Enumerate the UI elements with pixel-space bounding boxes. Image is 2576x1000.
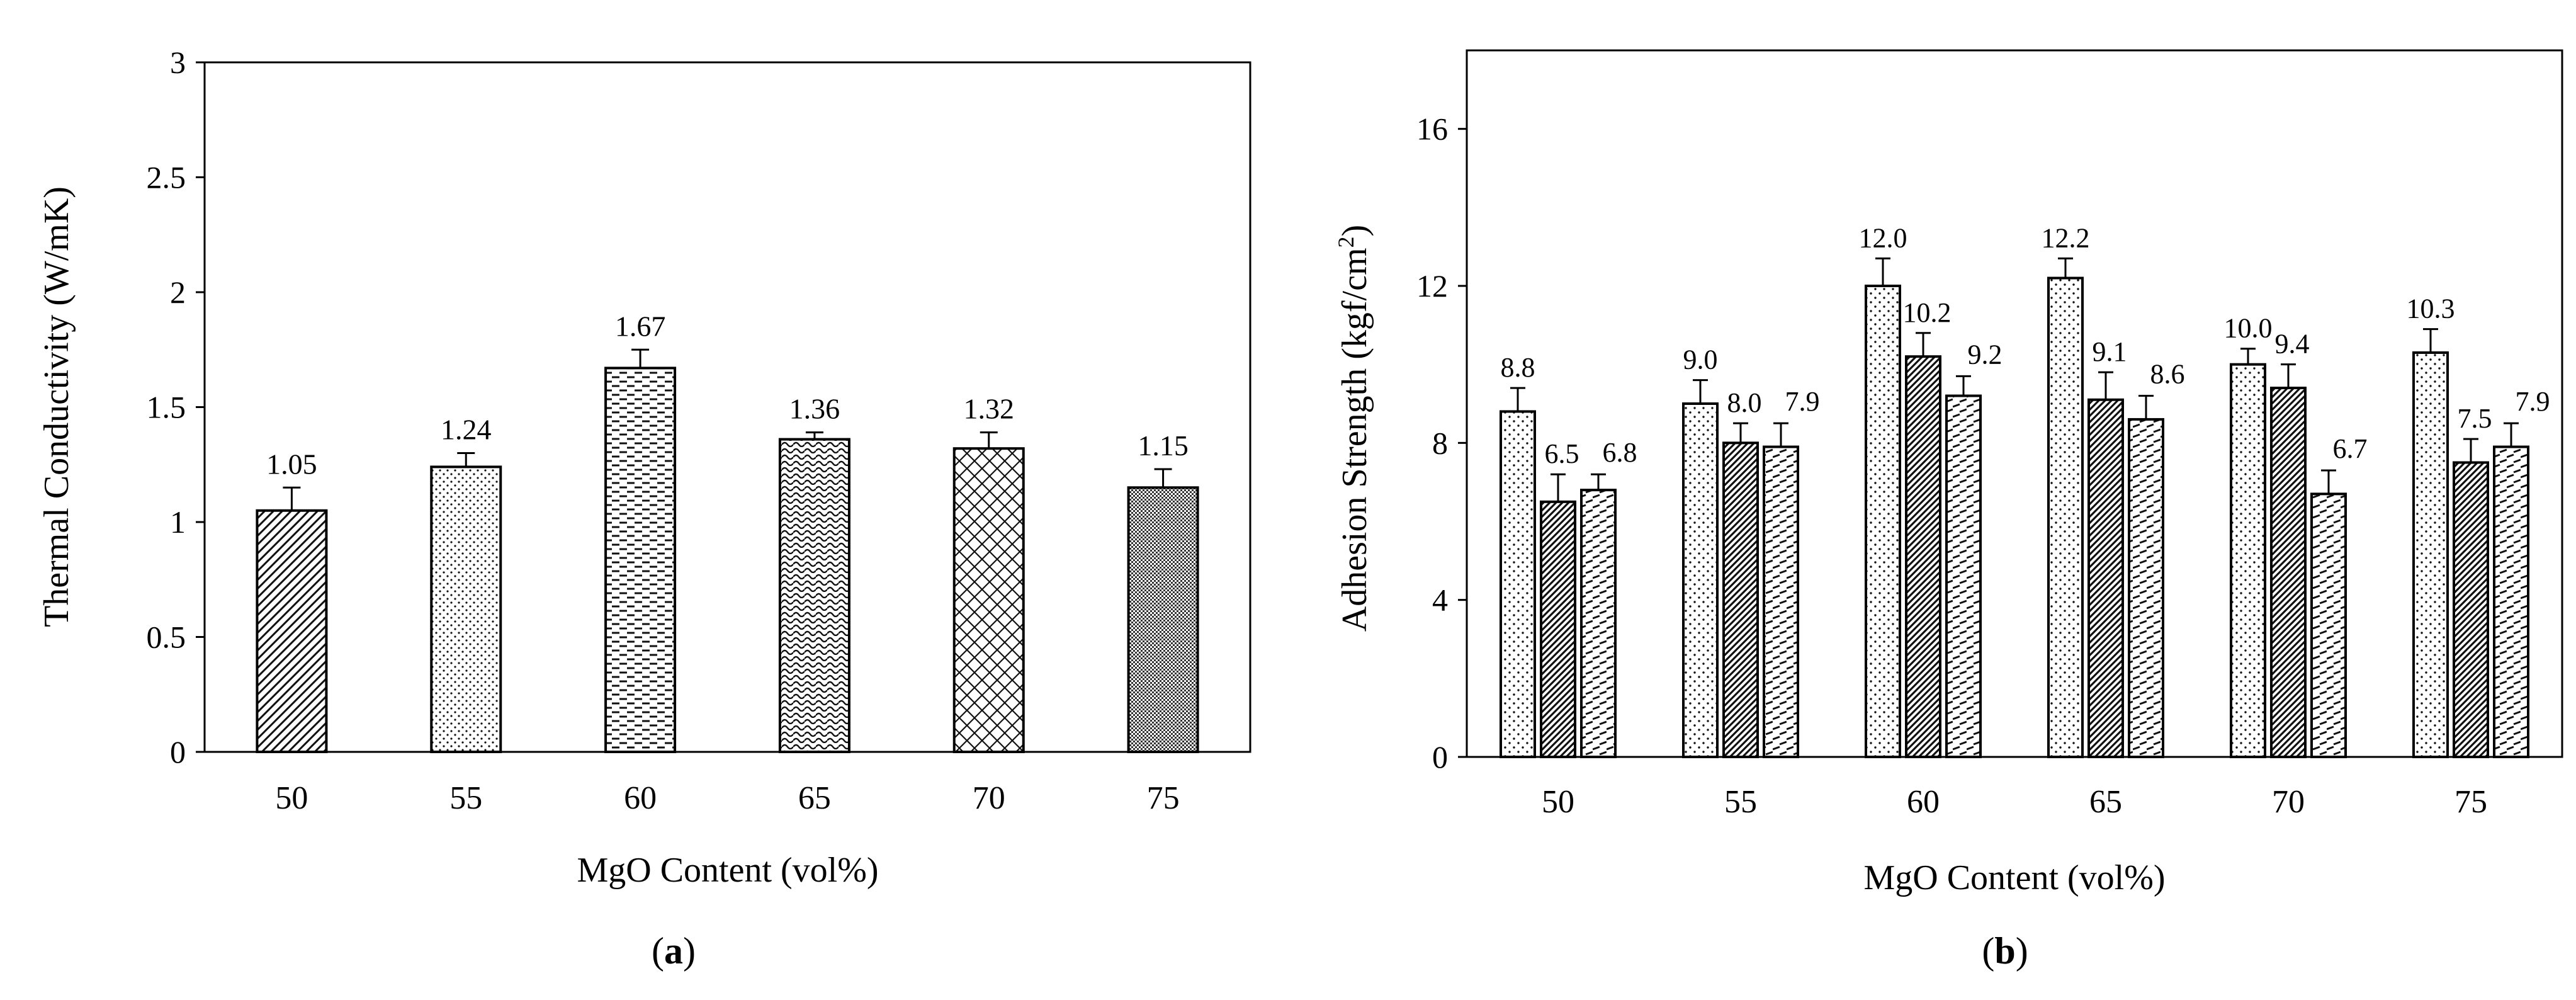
panel-a-plot-frame xyxy=(203,61,1251,753)
panel-b-data-label: 8.8 xyxy=(1501,352,1535,383)
panel-b-data-label: 10.3 xyxy=(2407,293,2455,324)
panel-b-data-label: 7.5 xyxy=(2458,403,2492,434)
panel-a-x-tick-label: 55 xyxy=(449,780,482,816)
panel-b-data-label: 8.6 xyxy=(2150,359,2185,390)
panel-a-y-axis: 0 0.5 1 1.5 2 2.5 3 xyxy=(147,45,205,770)
panel-b-y-tick-label: 8 xyxy=(1432,425,1448,460)
panel-b-data-label: 9.4 xyxy=(2275,329,2310,360)
panel-a-x-tick-label: 60 xyxy=(624,780,657,816)
panel-b-data-label: 7.9 xyxy=(2516,386,2550,417)
panel-a-y-tick-label: 0.5 xyxy=(147,620,186,655)
panel-b-plot-frame xyxy=(1466,49,2563,758)
panel-b-data-label: 7.9 xyxy=(1785,386,1820,417)
panel-b-y-tick-label: 12 xyxy=(1416,268,1448,304)
panel-b-data-label: 6.5 xyxy=(1545,438,1579,469)
panel-b-bar-50-s3 xyxy=(1580,489,1617,759)
panel-b-x-tick-label: 50 xyxy=(1542,784,1574,820)
panel-b-caption: (b) xyxy=(1982,930,2028,972)
panel-a-bar-65 xyxy=(778,438,850,753)
panel-b-y-axis-label-main: Adhesion Strength (kgf/cm xyxy=(1335,247,1374,632)
panel-a-y-tick-label: 0 xyxy=(170,734,186,770)
panel-b-bar-60-s2 xyxy=(1905,355,1941,758)
panel-b-y-axis-label-end: ) xyxy=(1335,225,1374,237)
panel-a-x-tick-label: 65 xyxy=(798,780,831,816)
panel-b-bar-75-s3 xyxy=(2493,445,2529,758)
panel-b-data-label: 12.2 xyxy=(2042,222,2090,253)
panel-a-x-axis-label: MgO Content (vol%) xyxy=(577,851,878,890)
panel-b-y-tick-label: 0 xyxy=(1432,739,1448,775)
panel-b-y-axis-label-sup: 2 xyxy=(1333,236,1359,247)
panel-a-y-tick-label: 1.5 xyxy=(147,390,186,425)
panel-b-bar-65-s3 xyxy=(2128,418,2164,758)
panel-b-bar-75-s1 xyxy=(2412,351,2449,758)
panel-a-bar-70 xyxy=(952,447,1025,753)
panel-a-caption: (a) xyxy=(652,930,696,972)
panel-b-x-tick-label: 55 xyxy=(1724,784,1757,820)
panel-a-x-tick-label: 50 xyxy=(275,780,308,816)
panel-a-y-axis-label: Thermal Conductivity (W/mK) xyxy=(37,186,76,627)
panel-b-data-label: 10.0 xyxy=(2224,313,2273,344)
panel-b-bar-55-s1 xyxy=(1682,402,1719,758)
panel-b-data-label: 9.0 xyxy=(1683,344,1718,375)
panel-a-x-tick-label: 70 xyxy=(973,780,1005,816)
panel-b-bar-60-s3 xyxy=(1945,394,1982,758)
panel-a-bar-50 xyxy=(256,509,328,753)
panel-b-data-label: 12.0 xyxy=(1859,222,1907,253)
panel-b-bar-70-s3 xyxy=(2310,492,2347,758)
panel-b-x-tick-label: 70 xyxy=(2272,784,2305,820)
panel-b-bar-50-s2 xyxy=(1540,500,1576,758)
panel-a-bar-75 xyxy=(1127,486,1199,753)
panel-b-data-label: 6.8 xyxy=(1603,437,1637,468)
panel-a-bars: 1.05 1.24 1.67 1.36 1.32 1.15 xyxy=(256,310,1199,754)
panel-b-x-tick-label: 60 xyxy=(1907,784,1940,820)
panel-b-chart: 0 4 8 12 16 8.8 6.5 6.8 9.0 8.0 7.9 12.0 10.2 9.2 12.… xyxy=(1333,49,2563,972)
panel-a-y-tick-label: 3 xyxy=(170,45,186,80)
panel-b-x-tick-label: 65 xyxy=(2089,784,2122,820)
panel-b-data-label: 9.2 xyxy=(1968,339,2003,370)
panel-b-bar-50-s1 xyxy=(1500,410,1536,758)
panel-b-y-axis: 0 4 8 12 16 xyxy=(1416,111,1467,775)
panel-b-bar-55-s3 xyxy=(1763,445,1799,758)
panel-a-caption-letter: a xyxy=(664,930,683,972)
panel-b-bar-65-s2 xyxy=(2087,398,2124,758)
panel-b-x-axis-label: MgO Content (vol%) xyxy=(1863,858,2165,897)
panel-a-y-tick-label: 2.5 xyxy=(147,160,186,195)
panel-b-y-tick-label: 4 xyxy=(1432,582,1448,618)
panel-b-data-label: 6.7 xyxy=(2333,433,2368,464)
panel-a-data-label: 1.67 xyxy=(615,310,666,342)
panel-a-chart: 0 0.5 1 1.5 2 2.5 3 1.05 1.24 1.67 1.36 1.32 1.15 5… xyxy=(37,45,1251,972)
panel-b-y-axis-label: Adhesion Strength (kgf/cm2) xyxy=(1333,225,1374,632)
panel-b-bar-70-s2 xyxy=(2270,387,2307,758)
panel-b-y-tick-label: 16 xyxy=(1416,111,1448,147)
panel-b-bar-60-s1 xyxy=(1865,285,1901,758)
panel-a-y-tick-label: 2 xyxy=(170,275,186,310)
panel-a-x-axis: 50 55 60 65 70 75 xyxy=(275,780,1179,816)
panel-b-bar-75-s2 xyxy=(2453,461,2489,758)
panel-b-caption-letter: b xyxy=(1994,930,2015,972)
panel-b-data-label: 9.1 xyxy=(2093,336,2127,367)
panel-b-bar-70-s1 xyxy=(2230,363,2266,758)
panel-a-y-tick-label: 1 xyxy=(170,504,186,540)
panel-b-bar-65-s1 xyxy=(2047,276,2084,758)
panel-b-bar-55-s2 xyxy=(1722,441,1759,758)
panel-b-data-label: 8.0 xyxy=(1727,387,1762,418)
panel-b-data-label: 10.2 xyxy=(1903,297,1952,328)
panel-a-bar-60 xyxy=(604,366,677,753)
panel-a-bar-55 xyxy=(430,465,502,754)
panel-b-x-axis: 50 55 60 65 70 75 xyxy=(1542,784,2487,820)
panel-a-data-label: 1.24 xyxy=(441,414,492,446)
panel-a-x-tick-label: 75 xyxy=(1147,780,1180,816)
panel-a-data-label: 1.05 xyxy=(266,448,317,480)
panel-b-x-tick-label: 75 xyxy=(2455,784,2487,820)
panel-a-data-label: 1.36 xyxy=(789,393,840,425)
panel-a-data-label: 1.32 xyxy=(964,393,1015,425)
panel-a-data-label: 1.15 xyxy=(1138,429,1189,462)
panel-b-bars: 8.8 6.5 6.8 9.0 8.0 7.9 12.0 10.2 9.2 12.2 9.1 8.6 1… xyxy=(1500,222,2550,759)
